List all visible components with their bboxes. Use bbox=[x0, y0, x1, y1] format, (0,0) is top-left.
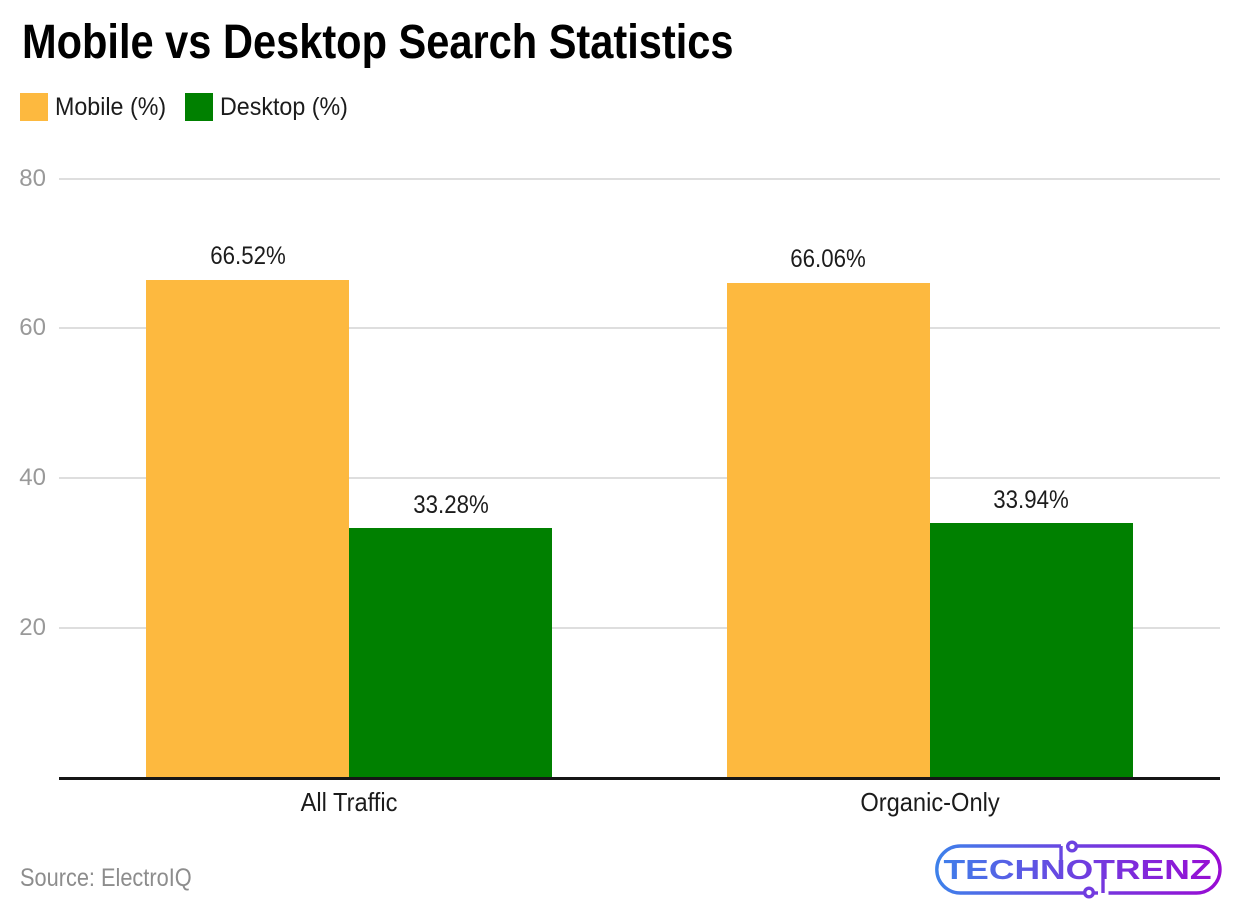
gridline-40 bbox=[59, 477, 1220, 480]
logo-text: TECHNOTRENZ bbox=[944, 854, 1212, 885]
legend-item-desktop: Desktop (%) bbox=[184, 93, 358, 121]
gridline-20 bbox=[59, 626, 1220, 629]
bar-value-label: 33.94% bbox=[993, 485, 1070, 514]
logo-node-bottom-icon bbox=[1082, 886, 1095, 899]
legend-swatch-mobile bbox=[20, 93, 48, 121]
y-axis-tick-40: 40 bbox=[19, 464, 46, 492]
technotrenz-logo: TECHNOTRENZ bbox=[935, 840, 1222, 899]
legend-label-mobile: Mobile (%) bbox=[55, 93, 167, 121]
x-axis-category-label: Organic-Only bbox=[860, 786, 1000, 817]
logo-frame-right bbox=[1077, 844, 1222, 895]
y-axis-tick-20: 20 bbox=[19, 613, 46, 641]
y-axis-tick-80: 80 bbox=[19, 164, 46, 192]
bar-desktop-organic-only bbox=[929, 523, 1133, 777]
bar-value-label: 66.06% bbox=[790, 245, 866, 274]
legend-swatch-desktop bbox=[184, 93, 213, 121]
bar-value-label: 66.52% bbox=[209, 241, 286, 270]
bar-mobile-organic-only bbox=[726, 283, 930, 777]
logo-node-top-icon bbox=[1065, 840, 1078, 853]
y-axis-tick-60: 60 bbox=[19, 314, 46, 342]
legend: Mobile (%) Desktop (%) bbox=[20, 93, 358, 121]
logo-circuit-frame bbox=[935, 840, 1222, 899]
chart-title: Mobile vs Desktop Search Statistics bbox=[22, 16, 734, 69]
gridline-80 bbox=[59, 177, 1220, 180]
x-axis-line bbox=[59, 777, 1220, 780]
legend-label-desktop: Desktop (%) bbox=[219, 93, 348, 121]
logo-frame-left bbox=[935, 844, 1084, 895]
x-axis-category-label: All Traffic bbox=[300, 786, 398, 817]
source-attribution: Source: ElectroIQ bbox=[20, 863, 192, 892]
gridline-60 bbox=[59, 327, 1220, 330]
bar-value-label: 33.28% bbox=[413, 490, 489, 519]
legend-item-mobile: Mobile (%) bbox=[20, 93, 174, 121]
bar-mobile-all-traffic bbox=[146, 279, 350, 777]
bar-desktop-all-traffic bbox=[349, 528, 553, 777]
